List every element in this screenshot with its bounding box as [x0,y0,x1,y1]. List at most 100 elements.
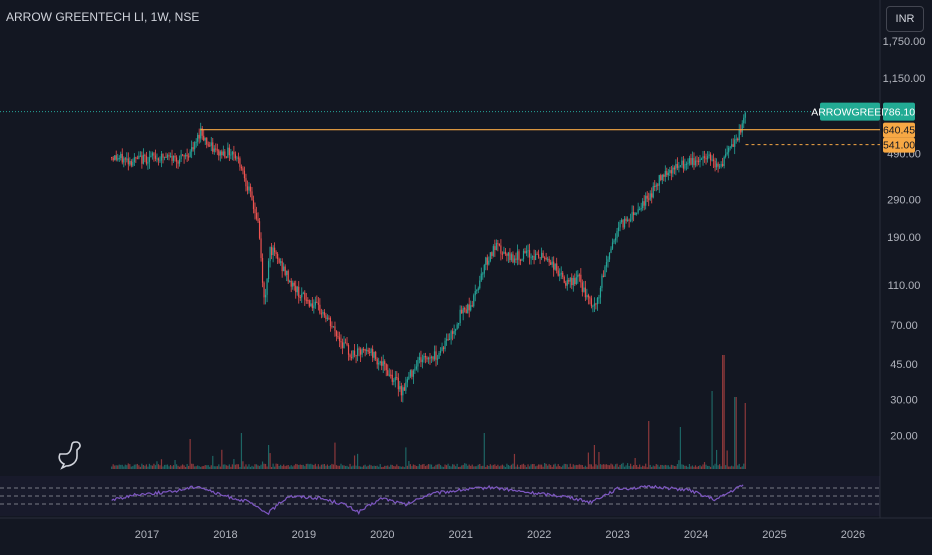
volume-bar [708,465,710,469]
candle-body [331,326,333,328]
candle-body [310,303,312,307]
candle-body [646,195,648,199]
candle-body [445,339,448,341]
volume-bar [669,466,671,469]
candle-body [415,366,418,369]
candle-body [424,355,427,358]
volume-bar [619,464,621,469]
volume-bar [596,465,599,469]
candle-body [521,258,523,261]
volume-bar [557,464,559,469]
volume-bar [302,464,304,469]
volume-bar [442,466,445,469]
volume-bar [120,464,122,469]
candle-body [319,304,321,314]
volume-bar [586,466,588,469]
candle-body [589,297,591,299]
volume-bar [464,463,466,469]
candle-body [234,154,236,159]
volume-bar [323,463,325,469]
support-price-tag [883,137,915,153]
volume-bar [344,466,347,469]
volume-bar [210,465,212,469]
candle-body [175,157,178,162]
candle-body [156,158,158,160]
candle-body [272,247,274,256]
x-tick-label: 2018 [213,529,237,541]
candle-body [654,186,656,188]
candle-body [492,246,494,256]
volume-bar [580,464,582,469]
candle-body [614,238,617,241]
volume-bar [682,464,685,469]
volume-bar [372,466,374,469]
candle-body [435,351,437,360]
volume-bar [355,465,357,469]
volume-bar [700,466,703,469]
volume-bar [563,463,565,469]
candle-body [595,303,597,305]
candle-body [602,275,605,277]
volume-bar [325,465,327,469]
candle-body [334,326,336,331]
volume-bar [652,465,654,469]
volume-bar [706,465,709,469]
volume-bar [195,466,197,469]
candle-body [572,278,574,286]
candle-body [344,342,347,344]
candle-body [497,243,499,245]
volume-bar [616,463,618,469]
candle-body [375,351,377,360]
candle-body [682,160,685,169]
volume-bar [735,397,737,469]
volume-bar [251,465,253,469]
candle-body [200,128,202,139]
candle-body [403,387,405,391]
candle-body [127,158,129,165]
volume-bar [687,466,689,469]
volume-bar [518,466,520,469]
candle-body [139,155,141,157]
volume-bar [592,466,594,469]
candle-body [637,209,639,213]
candle-body [136,157,138,159]
volume-bar [690,466,692,469]
volume-bar [375,466,377,469]
volume-bar [568,467,570,469]
candle-body [166,155,169,158]
resistance-price-tag-label: 640.45 [883,125,915,137]
volume-bar [308,464,310,469]
candle-body [261,258,264,283]
candle-body [133,157,135,162]
candle-body [547,258,549,260]
candle-body [384,361,386,365]
volume-bar [465,463,467,469]
candle-body [302,292,304,294]
candle-body [620,220,623,223]
candle-body [153,153,155,156]
volume-bar [201,466,203,469]
volume-bar [338,465,341,469]
volume-bar [548,464,550,469]
currency-button[interactable]: INR [886,6,924,32]
candle-body [630,219,632,221]
volume-bar [474,466,476,469]
candle-body [233,151,235,155]
candle-body [578,274,580,276]
candle-body [645,195,647,206]
volume-bar [240,433,243,469]
volume-bar [717,465,719,469]
candle-body [145,156,147,164]
volume-bar [559,465,561,469]
candle-body [640,208,642,210]
candle-body [512,254,514,263]
volume-bar [455,466,457,469]
volume-bar [628,465,630,469]
candle-body [227,147,229,158]
volume-bar [180,465,182,469]
candle-body [325,315,327,319]
candle-body [263,282,265,298]
candle-body [693,158,695,166]
